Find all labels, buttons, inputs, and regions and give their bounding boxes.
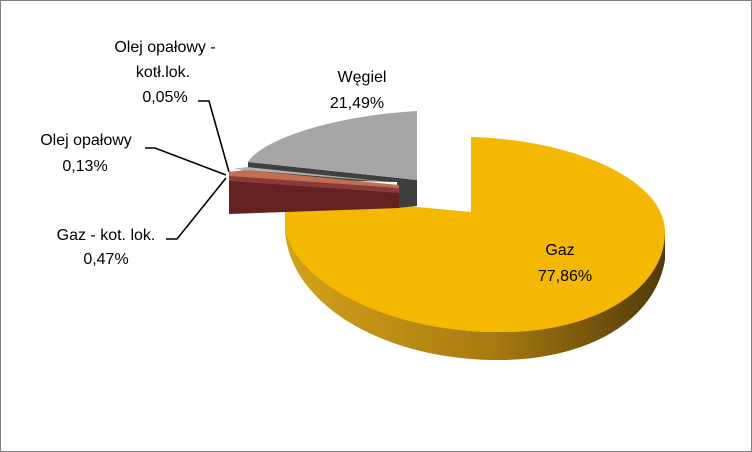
slice-gaz-side xyxy=(285,198,665,361)
leader-line-gaz-kot-lok xyxy=(166,177,227,240)
value-olej-opalowy: 0,13% xyxy=(62,158,107,175)
label-gaz: Gaz xyxy=(545,242,574,259)
leader-line-olej-opalowy xyxy=(145,147,227,176)
value-olej-kotl-lok: 0,05% xyxy=(142,89,187,106)
slice-gaz-kot-lok-top xyxy=(229,175,399,193)
label-gaz-kot-lok: Gaz - kot. lok. xyxy=(57,227,156,244)
label-olej-opalowy: Olej opałowy xyxy=(40,132,132,149)
slice-olej-opalowy xyxy=(229,170,399,188)
slice-gaz xyxy=(285,137,665,361)
slice-gaz-top xyxy=(285,137,665,333)
value-gaz: 77,86% xyxy=(538,268,592,285)
value-gaz-kot-lok: 0,47% xyxy=(83,251,128,268)
label-olej-kotl-lok-line1: Olej opałowy - xyxy=(114,39,215,56)
leader-line-olej-kotl-lok xyxy=(198,100,230,173)
label-wegiel: Węgiel xyxy=(338,69,387,86)
value-wegiel: 21,49% xyxy=(330,95,384,112)
label-olej-kotl-lok-line2: kotł.lok. xyxy=(136,64,190,81)
slice-olej-kotl-lok xyxy=(233,167,399,183)
slice-wegiel-top xyxy=(248,111,417,180)
